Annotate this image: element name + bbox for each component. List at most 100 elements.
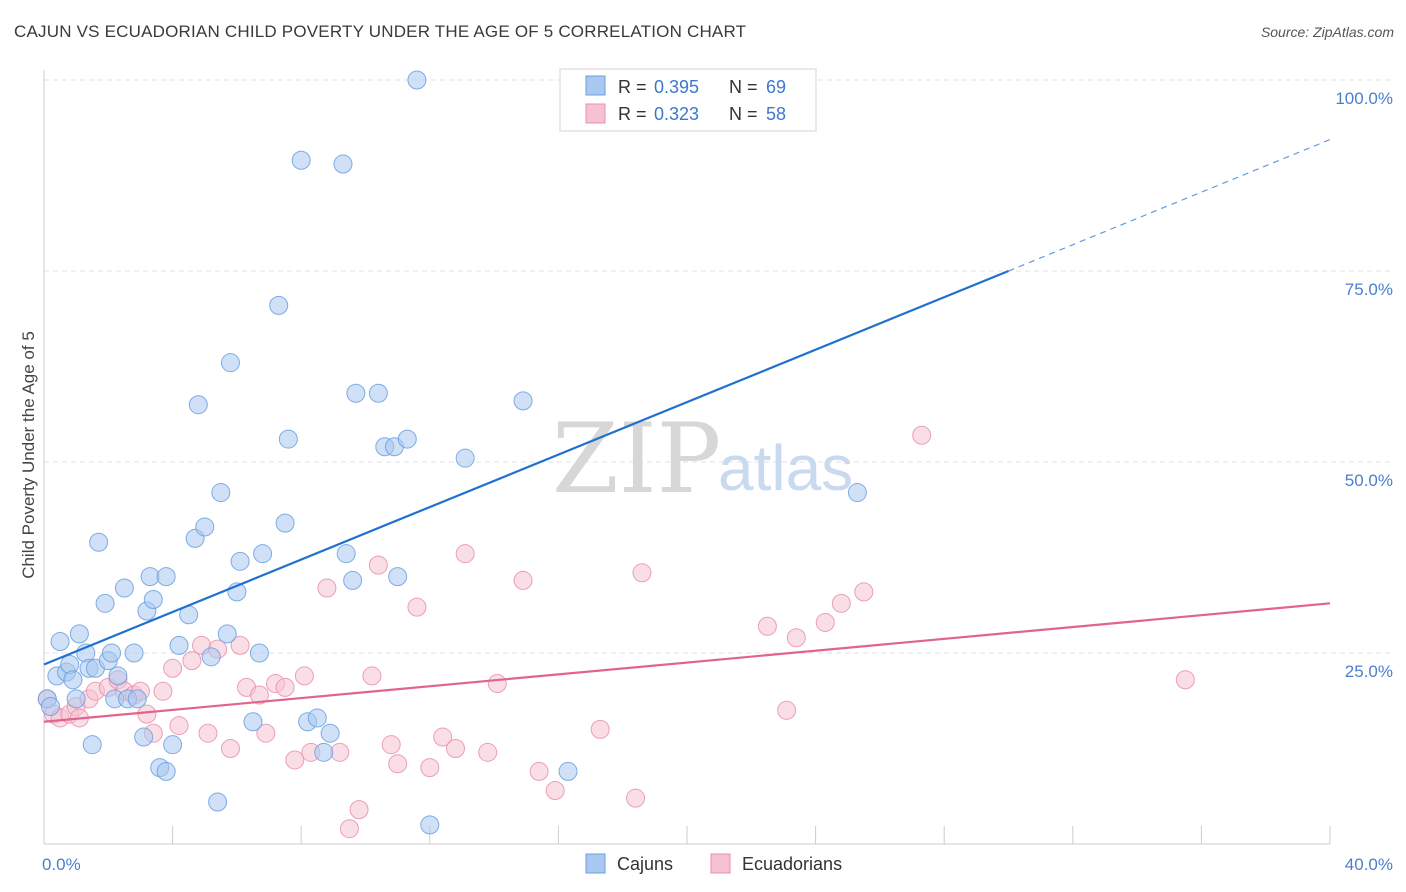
cajuns-point-8 <box>69 624 89 644</box>
cajuns-trend-extension <box>1008 139 1331 272</box>
y-tick-label-3: 100.0% <box>1335 89 1393 108</box>
ecuadorians-point-53 <box>757 616 777 636</box>
ecuadorians-point-55 <box>786 628 806 648</box>
legend-cajuns-n-value: 69 <box>766 77 786 97</box>
cajuns-point-47 <box>275 513 295 533</box>
ecuadorians-point-49 <box>545 781 565 801</box>
cajuns-point-25 <box>140 567 160 587</box>
ecuadorians-point-26 <box>256 723 276 743</box>
ecuadorians-point-56 <box>815 612 835 632</box>
tick-labels: 25.0% 50.0% 75.0% 100.0% 0.0% 40.0% <box>42 89 1393 874</box>
y-axis-label: Child Poverty Under the Age of 5 <box>19 331 38 579</box>
ecuadorians-point-32 <box>317 578 337 598</box>
cajuns-point-65 <box>455 448 475 468</box>
grid-lines <box>44 79 1394 654</box>
cajuns-point-48 <box>278 429 298 449</box>
ecuadorians-point-15 <box>153 681 173 701</box>
legend-cajuns-r-value: 0.395 <box>654 77 699 97</box>
bottom-legend-ecuadorians-label: Ecuadorians <box>742 854 842 874</box>
cajuns-point-30 <box>163 735 183 755</box>
cajuns-point-18 <box>108 666 128 686</box>
cajuns-point-13 <box>89 532 109 552</box>
ecuadorians-point-54 <box>777 700 797 720</box>
cajuns-point-40 <box>220 353 240 373</box>
ecuadorians-point-20 <box>198 723 218 743</box>
cajuns-point-31 <box>169 635 189 655</box>
legend: R = 0.395 N = 69 R = 0.323 N = 58 <box>559 68 817 132</box>
watermark: ZIP atlas <box>552 403 853 515</box>
ecuadorians-point-50 <box>590 719 610 739</box>
legend-ecuadorians-swatch <box>585 103 606 124</box>
cajuns-point-16 <box>102 643 122 663</box>
ecuadorians-point-28 <box>275 677 295 697</box>
cajuns-point-34 <box>188 395 208 415</box>
ecuadorians-point-34 <box>339 819 359 839</box>
ecuadorians-point-36 <box>362 666 382 686</box>
ecuadorians-point-45 <box>478 742 498 762</box>
ecuadorians-point-33 <box>330 742 350 762</box>
ecuadorians-point-42 <box>433 727 453 747</box>
cajuns-point-66 <box>513 391 533 411</box>
cajuns-point-54 <box>333 154 353 174</box>
ecuadorians-point-38 <box>381 735 401 755</box>
ecuadorians-point-30 <box>294 666 314 686</box>
ecuadorians-point-17 <box>169 716 189 736</box>
legend-cajuns-n-label: N = <box>729 77 758 97</box>
cajuns-trend-line <box>43 269 1009 666</box>
bottom-legend-cajuns-swatch <box>585 853 606 874</box>
ecuadorians-point-35 <box>349 800 369 820</box>
cajuns-point-46 <box>269 295 289 315</box>
legend-ecuadorians-n-label: N = <box>729 104 758 124</box>
ecuadorians-point-44 <box>455 544 475 564</box>
ecuadorians-point-25 <box>249 685 269 705</box>
cajuns-point-57 <box>346 383 366 403</box>
cajuns-point-26 <box>143 590 163 610</box>
cajuns-point-63 <box>407 70 427 90</box>
bottom-legend: Cajuns Ecuadorians <box>585 853 842 874</box>
cajuns-point-68 <box>847 483 867 503</box>
cajuns-point-58 <box>368 383 388 403</box>
cajuns-point-62 <box>397 429 417 449</box>
y-tick-label-2: 75.0% <box>1345 280 1393 299</box>
legend-cajuns-swatch <box>585 75 606 96</box>
chart-title: CAJUN VS ECUADORIAN CHILD POVERTY UNDER … <box>14 22 747 41</box>
y-tick-label-1: 50.0% <box>1345 471 1393 490</box>
cajuns-point-55 <box>336 544 356 564</box>
ecuadorians-point-41 <box>420 758 440 778</box>
cajuns-point-61 <box>388 567 408 587</box>
ecuadorians-trend-line <box>43 602 1331 723</box>
ecuadorians-point-58 <box>854 582 874 602</box>
cajuns-point-19 <box>114 578 134 598</box>
cajuns-point-1 <box>40 696 60 716</box>
cajuns-point-43 <box>243 712 263 732</box>
ecuadorians-point-43 <box>446 739 466 758</box>
cajuns-point-14 <box>95 593 115 613</box>
ecuadorians-point-37 <box>368 555 388 575</box>
legend-cajuns-r-label: R = <box>618 77 647 97</box>
ecuadorians-point-57 <box>831 593 851 613</box>
x-tick-label-min: 0.0% <box>42 855 81 874</box>
cajuns-point-44 <box>249 643 269 663</box>
cajuns-point-39 <box>217 624 237 644</box>
watermark-atlas: atlas <box>718 432 853 504</box>
ecuadorians-point-13 <box>137 704 157 724</box>
ecuadorians-point-16 <box>163 658 183 678</box>
cajuns-point-6 <box>63 670 83 690</box>
ecuadorians-point-23 <box>230 635 250 655</box>
ecuadorians-point-47 <box>513 570 533 590</box>
cajuns-point-29 <box>156 761 176 781</box>
watermark-zip: ZIP <box>552 403 721 515</box>
cajuns-point-35 <box>195 517 215 537</box>
legend-ecuadorians-n-value: 58 <box>766 104 786 124</box>
ecuadorians-point-22 <box>220 739 240 758</box>
cajuns-point-36 <box>201 647 221 667</box>
cajuns-point-52 <box>314 742 334 762</box>
ecuadorians-point-46 <box>487 674 507 694</box>
ecuadorians-point-60 <box>1175 670 1195 690</box>
cajuns-point-51 <box>307 708 327 728</box>
cajuns-point-28 <box>156 567 176 587</box>
chart-source: Source: ZipAtlas.com <box>1260 24 1394 40</box>
cajuns-point-49 <box>291 150 311 170</box>
ecuadorians-point-40 <box>407 597 427 617</box>
